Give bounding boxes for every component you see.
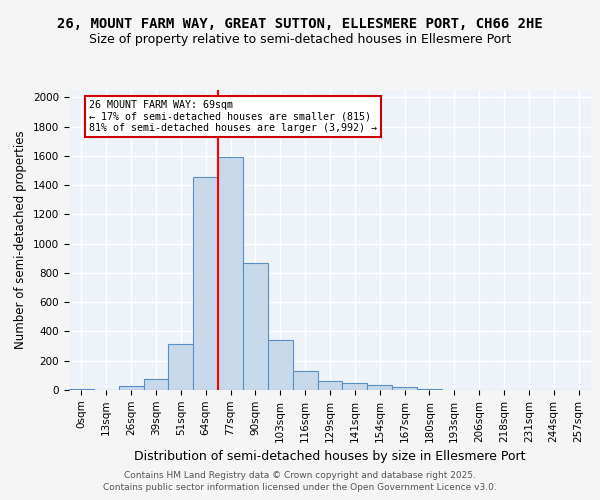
Bar bbox=[169, 344, 193, 390]
Bar bbox=[218, 158, 243, 390]
X-axis label: Distribution of semi-detached houses by size in Ellesmere Port: Distribution of semi-detached houses by … bbox=[134, 450, 526, 463]
Bar bbox=[293, 371, 317, 390]
Bar bbox=[367, 385, 392, 390]
Bar bbox=[143, 379, 169, 390]
Bar bbox=[119, 386, 143, 390]
Text: 26, MOUNT FARM WAY, GREAT SUTTON, ELLESMERE PORT, CH66 2HE: 26, MOUNT FARM WAY, GREAT SUTTON, ELLESM… bbox=[57, 18, 543, 32]
Bar bbox=[343, 382, 367, 390]
Y-axis label: Number of semi-detached properties: Number of semi-detached properties bbox=[14, 130, 28, 350]
Bar bbox=[268, 340, 293, 390]
Text: 26 MOUNT FARM WAY: 69sqm
← 17% of semi-detached houses are smaller (815)
81% of : 26 MOUNT FARM WAY: 69sqm ← 17% of semi-d… bbox=[89, 100, 377, 134]
Text: Contains HM Land Registry data © Crown copyright and database right 2025.
Contai: Contains HM Land Registry data © Crown c… bbox=[103, 471, 497, 492]
Bar bbox=[317, 381, 343, 390]
Bar bbox=[243, 262, 268, 390]
Text: Size of property relative to semi-detached houses in Ellesmere Port: Size of property relative to semi-detach… bbox=[89, 32, 511, 46]
Bar bbox=[392, 388, 417, 390]
Bar bbox=[193, 177, 218, 390]
Bar bbox=[69, 388, 94, 390]
